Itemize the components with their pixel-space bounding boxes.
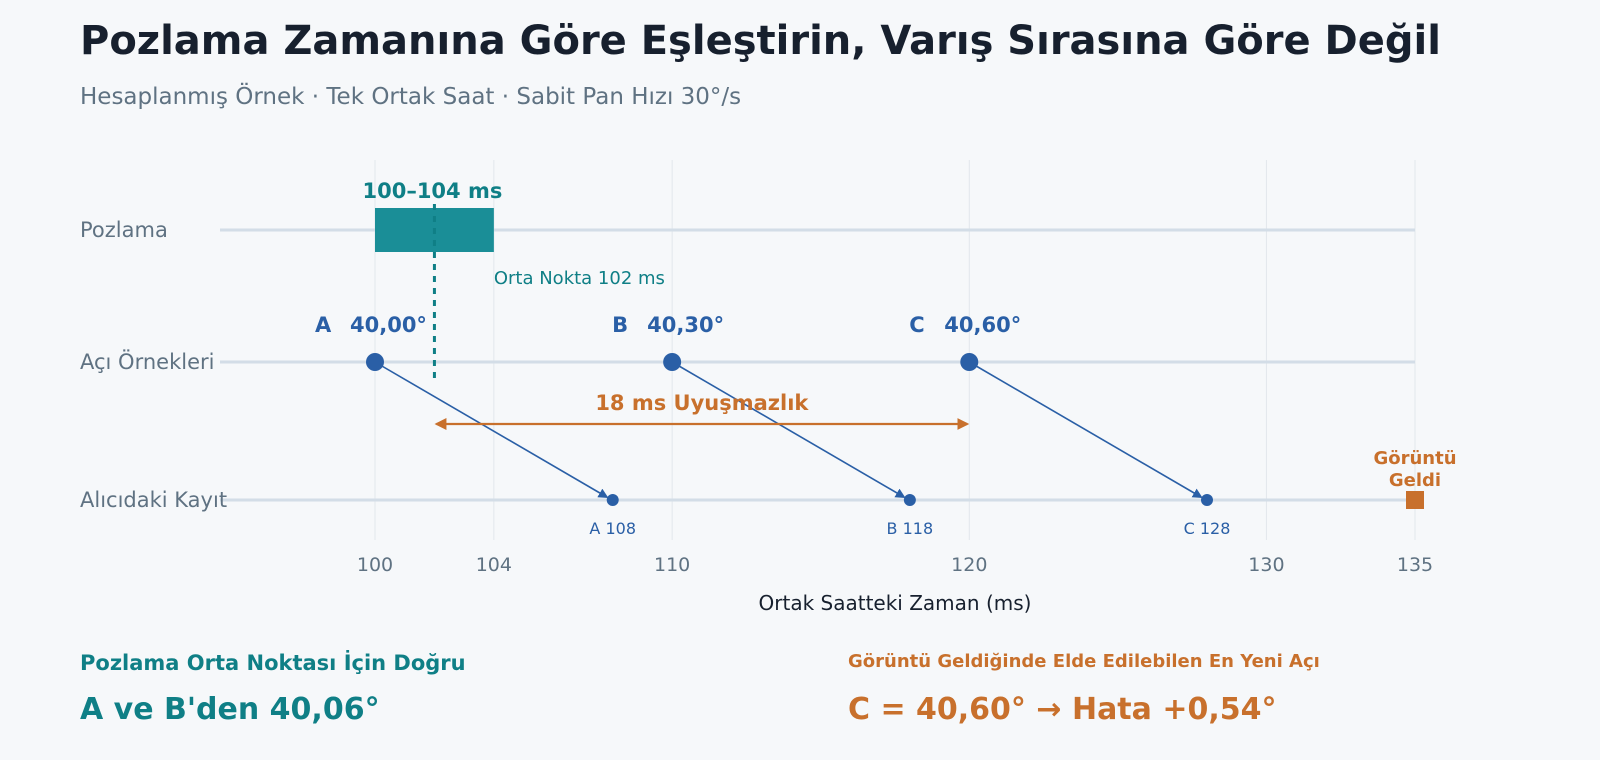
sample-angle-C: 40,60° (944, 313, 1021, 337)
latest-angle-label: Görüntü Geldiğinde Elde Edilebilen En Ye… (848, 651, 1320, 672)
delay-arrow-C (968, 361, 1203, 499)
delay-arrow-A (374, 361, 609, 499)
timing-diagram: Pozlama Açı Örnekleri Alıcıdaki Kayıt 10… (80, 160, 1457, 615)
tick-label-104: 104 (476, 554, 512, 576)
mismatch-label: 18 ms Uyuşmazlık (595, 391, 809, 415)
tick-label-130: 130 (1248, 554, 1284, 576)
arrival-label-C: C 128 (1184, 519, 1231, 538)
tick-label-110: 110 (654, 554, 690, 576)
sample-angle-B: 40,30° (647, 313, 724, 337)
lane-label-exposure: Pozlama (80, 218, 168, 242)
arrival-point-C (1201, 494, 1213, 506)
arrival-point-B (903, 494, 916, 506)
arrival-point-A (606, 494, 619, 506)
sample-point-B (663, 353, 682, 371)
sample-id-A: A (315, 313, 332, 337)
page-subtitle: Hesaplanmış Örnek · Tek Ortak Saat · Sab… (80, 84, 742, 110)
correct-value: A ve B'den 40,06° (80, 692, 380, 727)
delay-arrow-B (671, 361, 906, 499)
sample-id-C: C (909, 313, 924, 337)
frame-arrival-marker (1406, 491, 1424, 509)
sample-point-A (366, 353, 384, 371)
page-title: Pozlama Zamanına Göre Eşleştirin, Varış … (80, 18, 1441, 64)
sample-point-C (960, 353, 979, 371)
frame-arrival-label-1: Görüntü (1373, 448, 1456, 469)
frame-arrival-label-2: Geldi (1389, 470, 1441, 491)
lane-label-samples: Açı Örnekleri (80, 349, 214, 374)
lane-label-receiver: Alıcıdaki Kayıt (80, 488, 227, 512)
x-axis-label: Ortak Saatteki Zaman (ms) (759, 591, 1032, 615)
sample-angle-A: 40,00° (350, 313, 427, 337)
exposure-label: 100–104 ms (362, 179, 502, 203)
midpoint-label: Orta Nokta 102 ms (494, 268, 665, 289)
correct-value-label: Pozlama Orta Noktası İçin Doğru (80, 651, 466, 675)
arrival-label-A: A 108 (589, 519, 636, 538)
tick-label-100: 100 (357, 554, 393, 576)
latest-angle-error: C = 40,60° → Hata +0,54° (848, 692, 1277, 727)
tick-label-120: 120 (951, 554, 987, 576)
sample-id-B: B (612, 313, 628, 337)
tick-label-135: 135 (1397, 554, 1433, 576)
arrival-label-B: B 118 (887, 519, 934, 538)
